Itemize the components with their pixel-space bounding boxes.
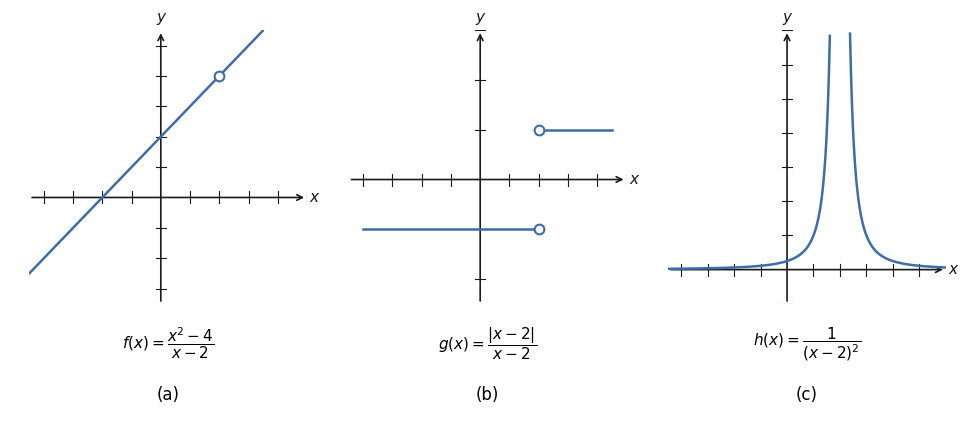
Text: x: x (949, 262, 957, 277)
Text: (c): (c) (796, 386, 818, 404)
Text: x: x (629, 172, 639, 187)
Text: x: x (310, 190, 319, 205)
Text: y: y (783, 10, 792, 25)
Text: $h(x) = \dfrac{1}{(x - 2)^2}$: $h(x) = \dfrac{1}{(x - 2)^2}$ (753, 326, 861, 363)
Text: (b): (b) (476, 386, 499, 404)
Text: y: y (476, 10, 485, 25)
Text: y: y (156, 10, 166, 25)
Text: $f(x) = \dfrac{x^2 - 4}{x - 2}$: $f(x) = \dfrac{x^2 - 4}{x - 2}$ (122, 326, 214, 361)
Text: (a): (a) (157, 386, 179, 404)
Text: $g(x) = \dfrac{|x - 2|}{x - 2}$: $g(x) = \dfrac{|x - 2|}{x - 2}$ (438, 326, 537, 362)
